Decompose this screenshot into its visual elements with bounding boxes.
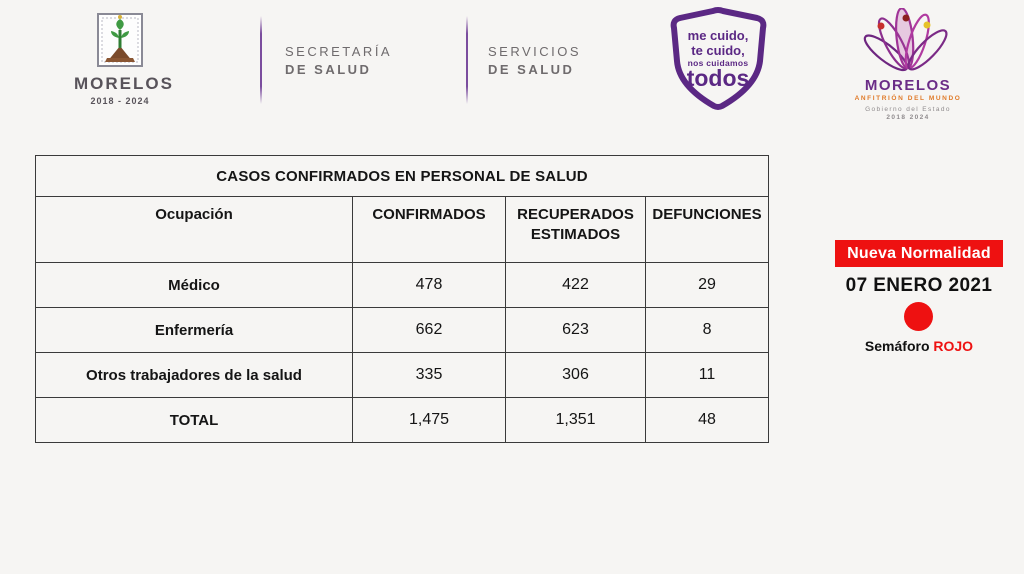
col-header-defunciones: DEFUNCIONES xyxy=(644,196,770,263)
col-header-recuperados: RECUPERADOS ESTIMADOS xyxy=(505,196,646,263)
row-label: TOTAL xyxy=(35,397,353,443)
coat-title: MORELOS xyxy=(74,74,174,93)
table-row-otros-trabajadores: Otros trabajadores de la salud 335 306 1… xyxy=(35,352,770,398)
row-label: Enfermería xyxy=(35,307,353,353)
col-header-ocupacion: Ocupación xyxy=(35,196,353,263)
nueva-normalidad-badge: Nueva Normalidad xyxy=(835,240,1003,267)
report-date: 07 ENERO 2021 xyxy=(845,275,993,296)
row-label: Médico xyxy=(35,262,353,308)
header-divider xyxy=(466,16,468,104)
servicios-line1: SERVICIOS xyxy=(488,44,582,59)
cell-defunciones: 29 xyxy=(644,262,770,308)
servicios-line2: DE SALUD xyxy=(488,62,575,77)
table-row-medico: Médico 478 422 29 xyxy=(35,262,770,308)
coat-of-arms-icon xyxy=(97,13,143,67)
secretaria-line1: SECRETARÍA xyxy=(285,44,393,59)
me-cuido-shield-logo: me cuido, te cuido, nos cuidamos todos xyxy=(656,6,780,114)
col-header-confirmados: CONFIRMADOS xyxy=(352,196,506,263)
morelos-government-logo: MORELOS ANFITRIÓN DEL MUNDO Gobierno del… xyxy=(848,7,968,121)
cell-recuperados: 1,351 xyxy=(505,397,646,443)
semaforo-label: Semáforo xyxy=(864,338,930,354)
lotus-years: 2018 2024 xyxy=(886,114,930,121)
cell-defunciones: 48 xyxy=(644,397,770,443)
cell-confirmados: 662 xyxy=(352,307,506,353)
casos-confirmados-table: CASOS CONFIRMADOS EN PERSONAL DE SALUD O… xyxy=(34,155,770,443)
lotus-title: MORELOS xyxy=(864,77,952,94)
lotus-government-line: Gobierno del Estado xyxy=(865,106,951,113)
servicios-de-salud-wordmark: SERVICIOS DE SALUD xyxy=(488,44,581,77)
lotus-flower-icon xyxy=(863,7,948,72)
table-row-enfermeria: Enfermería 662 623 8 xyxy=(35,307,770,353)
semaforo-value: ROJO xyxy=(933,338,974,354)
shield-slogan: me cuido, te cuido, nos cuidamos todos xyxy=(656,6,780,114)
shield-line2: te cuido, xyxy=(691,43,745,58)
cell-recuperados: 623 xyxy=(505,307,646,353)
red-traffic-light-icon xyxy=(904,302,933,331)
row-label: Otros trabajadores de la salud xyxy=(35,352,353,398)
lotus-subtitle: ANFITRIÓN DEL MUNDO xyxy=(854,95,962,102)
secretaria-line2: DE SALUD xyxy=(285,62,372,77)
cell-recuperados: 306 xyxy=(505,352,646,398)
semaforo-status: Semáforo ROJO xyxy=(835,338,1003,354)
shield-line1: me cuido, xyxy=(687,28,749,43)
header-divider xyxy=(260,16,262,104)
cell-defunciones: 11 xyxy=(644,352,770,398)
table-header-row: Ocupación CONFIRMADOS RECUPERADOS ESTIMA… xyxy=(35,196,770,263)
cell-recuperados: 422 xyxy=(505,262,646,308)
cell-defunciones: 8 xyxy=(644,307,770,353)
table-title: CASOS CONFIRMADOS EN PERSONAL DE SALUD xyxy=(34,155,770,197)
coat-years: 2018 - 2024 xyxy=(90,96,150,106)
shield-line4: todos xyxy=(686,65,750,91)
shield-outline-icon xyxy=(670,7,767,110)
cell-confirmados: 1,475 xyxy=(352,397,506,443)
table-title-row: CASOS CONFIRMADOS EN PERSONAL DE SALUD xyxy=(34,155,770,197)
table-row-total: TOTAL 1,475 1,351 48 xyxy=(35,397,770,443)
cell-confirmados: 478 xyxy=(352,262,506,308)
morelos-coat-of-arms: MORELOS 2018 - 2024 xyxy=(74,12,174,106)
shield-line3: nos cuidamos xyxy=(687,58,749,68)
secretaria-de-salud-wordmark: SECRETARÍA DE SALUD xyxy=(285,44,392,77)
cell-confirmados: 335 xyxy=(352,352,506,398)
